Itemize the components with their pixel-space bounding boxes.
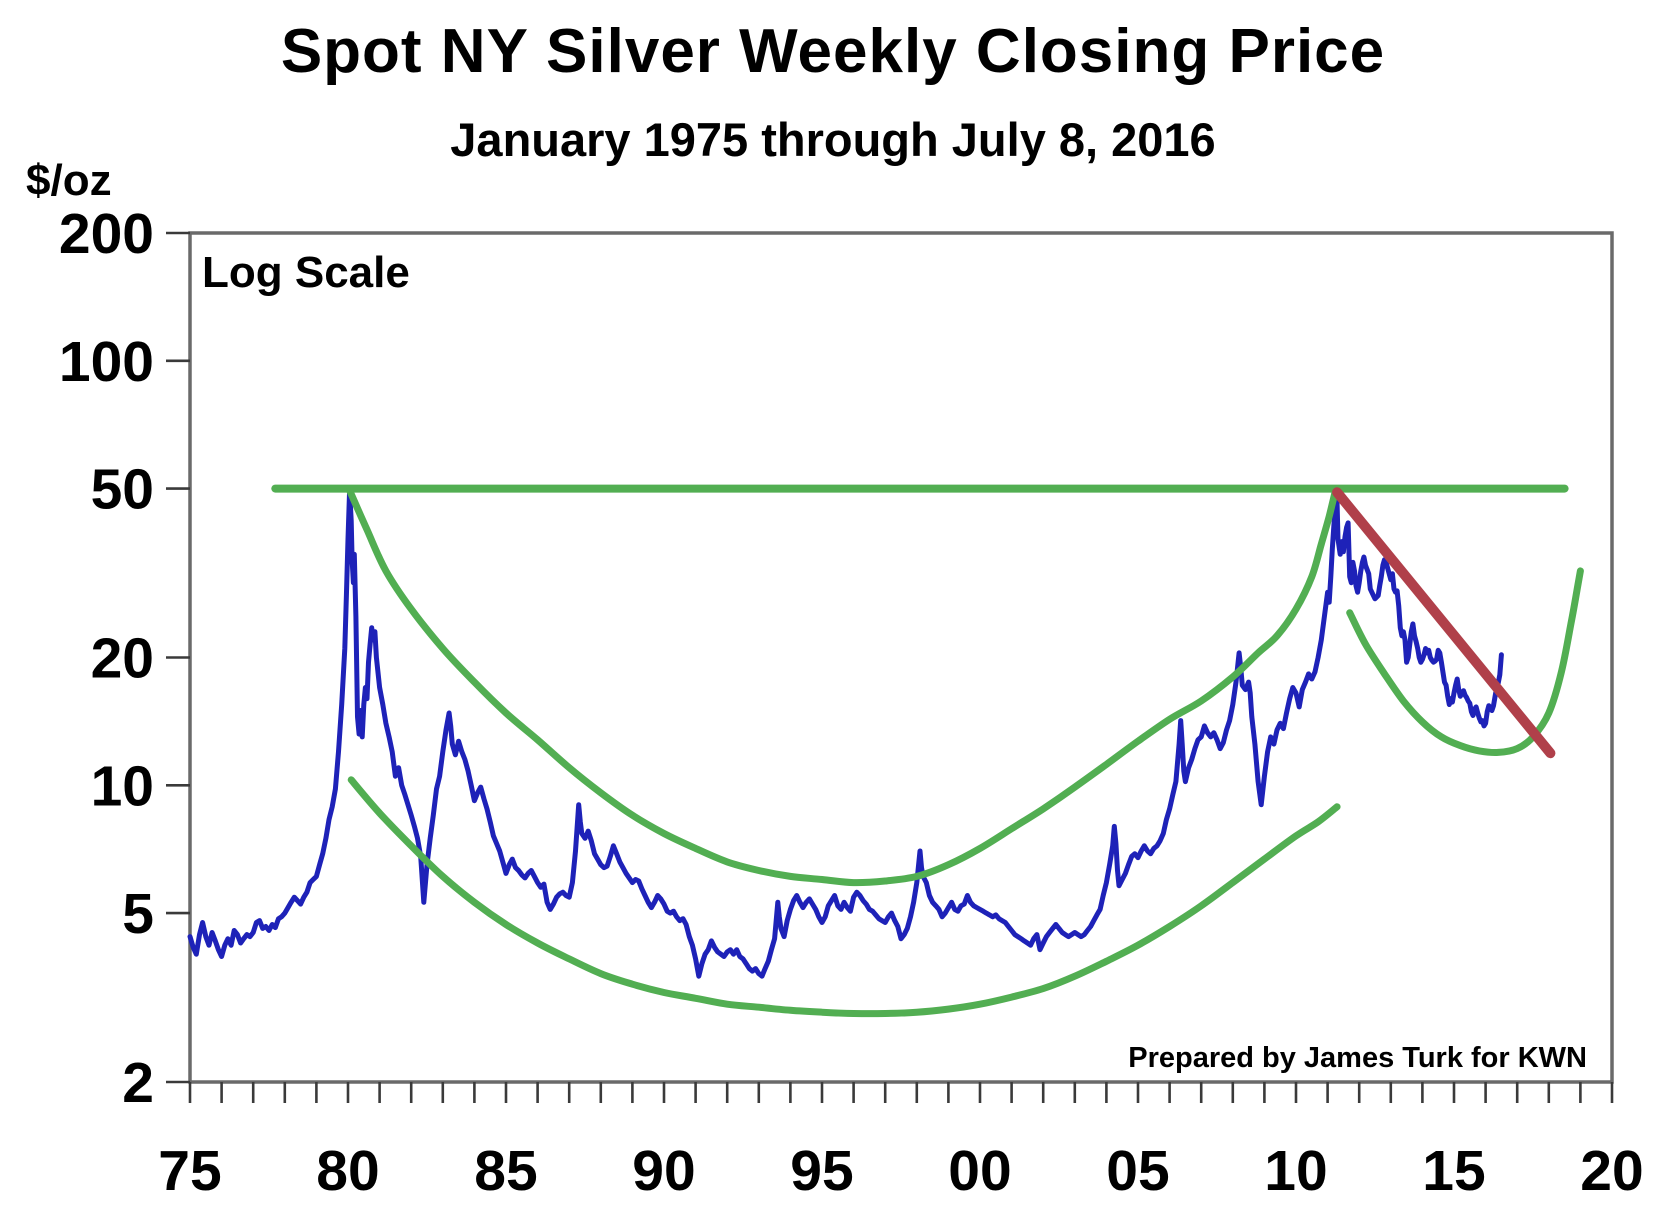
y-tick-label: 20 bbox=[91, 627, 154, 691]
x-tick-label: 20 bbox=[1580, 1139, 1643, 1203]
saucer-lower-curve bbox=[347, 776, 1341, 1018]
handle-cup-curve bbox=[1346, 567, 1584, 756]
x-tick-label: 10 bbox=[1264, 1139, 1327, 1203]
x-tick-label: 15 bbox=[1422, 1139, 1485, 1203]
x-tick-label: 95 bbox=[790, 1139, 853, 1203]
x-tick-label: 75 bbox=[158, 1139, 221, 1203]
chart-subtitle: January 1975 through July 8, 2016 bbox=[450, 113, 1216, 166]
y-tick-label: 5 bbox=[122, 882, 154, 946]
y-tick-label: 10 bbox=[91, 754, 154, 818]
x-tick-label: 85 bbox=[474, 1139, 537, 1203]
x-tick-label: 80 bbox=[316, 1139, 379, 1203]
chart-title: Spot NY Silver Weekly Closing Price bbox=[280, 17, 1386, 86]
y-tick-label: 50 bbox=[91, 458, 154, 522]
plot-border bbox=[188, 231, 1614, 1084]
x-tick-label: 90 bbox=[632, 1139, 695, 1203]
log-scale-label: Log Scale bbox=[202, 248, 410, 297]
y-tick-label: 200 bbox=[59, 202, 154, 266]
silver-price-line bbox=[187, 487, 1504, 979]
y-tick-label: 100 bbox=[59, 330, 154, 394]
x-tick-label: 00 bbox=[948, 1139, 1011, 1203]
credit-label: Prepared by James Turk for KWN bbox=[1128, 1042, 1587, 1074]
breakdown-trendline bbox=[1332, 487, 1556, 759]
y-axis-unit-label: $/oz bbox=[26, 156, 112, 205]
y-tick-label: 2 bbox=[122, 1051, 154, 1115]
x-tick-label: 05 bbox=[1106, 1139, 1169, 1203]
cup-upper-curve bbox=[346, 486, 1339, 887]
